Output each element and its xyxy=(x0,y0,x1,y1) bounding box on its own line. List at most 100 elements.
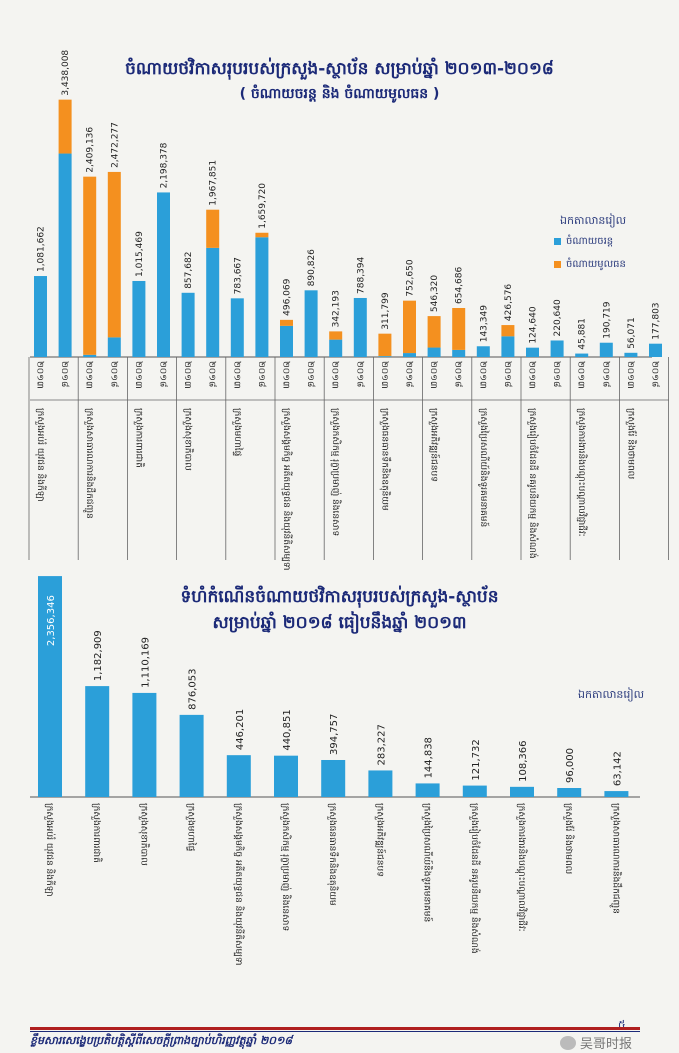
chart2-category-label: ក្រសួងអប់រំ យុវជន និងកីឡា xyxy=(44,803,56,897)
chart1-year-label: ២០១៨ xyxy=(502,361,513,387)
chart2-category-label: ក្រសួងប្រៃសណីយ៍និងទូរគមនាគមន៍ xyxy=(422,803,434,922)
legend-swatch-capital xyxy=(554,261,561,268)
chart1-value-label: 857,682 xyxy=(184,252,194,289)
chart1-bar-current xyxy=(132,280,146,357)
legend-label-capital: ចំណាយមូលធន xyxy=(566,259,626,270)
chart2-category-label: ក្រសួងរៀបចំដែនដី នគរូបនីយកម្ម និងសំណង់ xyxy=(469,803,481,954)
chart1-title: ចំណាយថវិកាសរុបរបស់ក្រសួង-ស្ថាប័ន សម្រាប់… xyxy=(125,59,554,79)
chart1-bar-capital xyxy=(427,316,441,348)
chart1-bar-capital xyxy=(206,209,220,248)
chart2-subtitle: សម្រាប់ឆ្នាំ ២០១៨ ធៀបនឹងឆ្នាំ ២០១៣ xyxy=(212,613,467,633)
chart1-value-label: 220,640 xyxy=(553,299,563,336)
chart1-year-label: ២០១៣ xyxy=(281,361,291,389)
chart1-unit-label: ឯកតាលានរៀល xyxy=(560,214,627,227)
watermark: 吴哥时报 xyxy=(560,1033,632,1052)
chart1-bar-capital xyxy=(58,99,72,154)
watermark-text: 吴哥时报 xyxy=(580,1037,633,1052)
chart1-year-label: ២០១៣ xyxy=(84,361,94,389)
chart2-category-label: ក្រសួងសុខាភិបាល xyxy=(138,803,150,866)
chart1-bar-capital xyxy=(329,331,343,340)
footer-rule-red xyxy=(30,1027,640,1030)
chart1-category-label: ក្រសួងការពារជាតិ xyxy=(133,408,145,468)
chart1-value-label: 426,576 xyxy=(504,284,514,321)
chart2-category-label: ក្រសួងកសិកម្ម រុក្ខាប្រមាញ់ និងនេសាទ xyxy=(280,803,292,931)
chart1-bar-current xyxy=(255,237,269,357)
chart2-title: ទំហំកំណើនចំណាយថវិកាសរុបរបស់ក្រសួង-ស្ថាប័… xyxy=(180,587,499,607)
chart1-value-label: 654,686 xyxy=(455,267,465,304)
chart1-value-label: 2,198,378 xyxy=(160,142,170,188)
chart2-category-label: ក្រសួងធនធានទឹកនិងឧតុនិយម xyxy=(327,803,339,906)
chart1-value-label: 2,409,136 xyxy=(86,127,96,173)
chart1-bar-current xyxy=(58,153,72,357)
chart1-bar-current xyxy=(107,337,121,357)
chart1-bar-current xyxy=(575,353,589,357)
chart1-bar-capital xyxy=(501,325,515,337)
chart1-value-label: 56,071 xyxy=(627,317,637,349)
chart2-value-label: 283,227 xyxy=(376,724,387,765)
chart2-category-label: ក្រសួងការពារជាតិ xyxy=(91,803,103,863)
chart1-year-label: ២០១៣ xyxy=(625,361,635,389)
chart1-year-label: ២០១៨ xyxy=(650,361,661,387)
chart2-value-label: 108,366 xyxy=(518,740,529,781)
chart1-bar-current xyxy=(649,343,662,357)
chart1-subtitle: ( ចំណាយចរន្ត និង ចំណាយមូលធន ) xyxy=(239,86,440,102)
chart1-category-label: ក្រសួងធនធានទឹកនិងឧតុនិយម xyxy=(379,408,391,511)
chart1-bar-capital xyxy=(83,176,97,355)
chart1-year-label: ២០១៨ xyxy=(453,361,464,387)
chart1-value-label: 890,826 xyxy=(307,249,317,286)
legend-item-capital: ចំណាយមូលធន xyxy=(554,257,626,272)
chart1-value-label: 496,069 xyxy=(283,278,293,315)
footer-text: ខ្លឹមសារសេង្ខេបប្រតិបត្តិស្ដីពីសេចក្ដីព្… xyxy=(30,1034,293,1047)
chart1-category-label: ក្រសួងអប់រំ យុវជន និងកីឡា xyxy=(35,408,47,502)
chart1-bar-current xyxy=(304,290,318,357)
chart1-year-label: ២០១៨ xyxy=(158,361,169,387)
chart1-value-label: 342,193 xyxy=(332,290,342,327)
chart1-bar-current xyxy=(476,346,490,357)
chart1-year-label: ២០១៣ xyxy=(527,361,537,389)
chart1-bar-current xyxy=(378,356,392,357)
chart2-value-label: 440,851 xyxy=(282,709,293,750)
chart1-value-label: 177,803 xyxy=(652,302,662,339)
chart2-value-label: 144,838 xyxy=(424,737,435,778)
chart1-category-label: ក្រសួងកសិកម្ម រុក្ខាប្រមាញ់ និងនេសាទ xyxy=(330,408,342,536)
chart2-bar xyxy=(179,714,204,797)
footer-rule-blue xyxy=(30,1031,640,1032)
chart1-bar-current xyxy=(181,292,195,357)
chart2-category-label: ក្រសួងសង្គមកិច្ច អតីតយុទ្ធជន និងយុវនីតិស… xyxy=(233,803,245,965)
chart1-legend: ចំណាយចរន្ត ចំណាយមូលធន xyxy=(554,234,626,272)
chart1-value-label: 1,659,720 xyxy=(258,183,268,229)
chart1-year-label: ២០១៨ xyxy=(108,361,119,387)
chart2-value-label: 876,053 xyxy=(188,669,199,710)
wechat-icon xyxy=(560,1035,576,1050)
chart1-year-label: ២០១៨ xyxy=(207,361,218,387)
chart2-value-label: 63,142 xyxy=(612,751,623,786)
chart2-bar xyxy=(274,755,298,797)
chart1-year-label: ២០១៣ xyxy=(35,361,45,389)
chart1-bar-capital xyxy=(452,307,466,350)
chart1-value-label: 783,667 xyxy=(233,257,243,294)
chart1-year-label: ២០១៣ xyxy=(428,361,438,389)
chart1-bar-capital xyxy=(107,171,121,338)
chart1-bar-current xyxy=(157,192,170,357)
chart1-value-label: 3,438,008 xyxy=(61,50,71,96)
legend-swatch-current xyxy=(554,238,561,245)
chart1-value-label: 752,650 xyxy=(406,259,416,296)
chart1-value-label: 788,394 xyxy=(356,256,366,293)
chart1-year-label: ២០១៨ xyxy=(354,361,365,387)
chart2-category-label: ក្រសួងរ៉ែ និងថាមពល xyxy=(563,803,575,875)
chart2-bar xyxy=(85,686,110,797)
chart1-year-label: ២០១៣ xyxy=(379,361,389,389)
chart1-bar-current xyxy=(599,342,613,357)
chart1-value-label: 1,081,662 xyxy=(37,226,47,272)
chart1-bar-current xyxy=(353,297,367,357)
page-number: ៥ xyxy=(618,1018,626,1031)
chart1-bar-current xyxy=(329,339,343,357)
chart1-value-label: 2,472,277 xyxy=(110,122,120,168)
chart1-bar-current xyxy=(550,340,564,357)
chart1-value-label: 143,349 xyxy=(479,305,489,342)
chart1-value-label: 546,320 xyxy=(430,275,440,312)
chart1-year-label: ២០១៨ xyxy=(305,361,316,387)
chart1-year-label: ២០១៨ xyxy=(600,361,611,387)
chart1-bar-capital xyxy=(280,319,293,326)
